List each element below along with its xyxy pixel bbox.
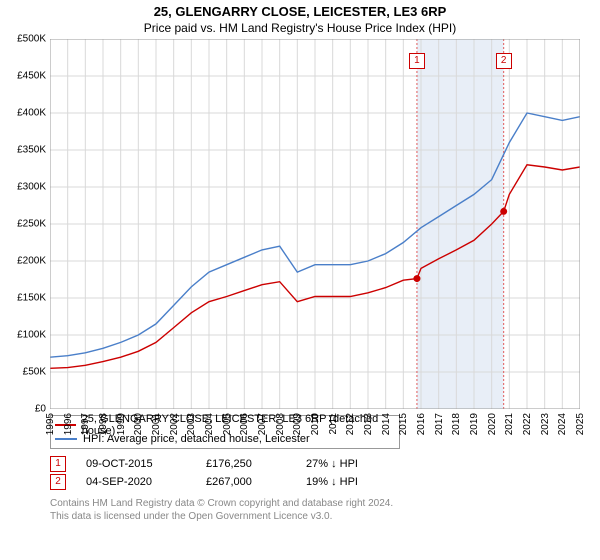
x-axis-tick: 2012	[345, 413, 356, 435]
sale-price: £267,000	[206, 476, 306, 488]
sale-marker: 1	[409, 53, 425, 69]
x-axis-tick: 2022	[522, 413, 533, 435]
x-axis-tick: 2004	[204, 413, 215, 435]
x-axis-tick: 2005	[222, 413, 233, 435]
x-axis-tick: 1998	[98, 413, 109, 435]
x-axis-tick: 2024	[557, 413, 568, 435]
y-axis-tick: £350K	[17, 145, 46, 156]
y-axis-tick: £400K	[17, 108, 46, 119]
x-axis-tick: 1996	[63, 413, 74, 435]
x-axis-tick: 2002	[169, 413, 180, 435]
sale-rows: 1 09-OCT-2015£176,25027% ↓ HPI 2 04-SEP-202…	[50, 455, 600, 491]
chart-svg	[50, 39, 580, 409]
x-axis-tick: 2009	[292, 413, 303, 435]
sale-date: 04-SEP-2020	[86, 476, 206, 488]
sale-price: £176,250	[206, 458, 306, 470]
sale-diff: 27% ↓ HPI	[306, 458, 406, 470]
x-axis-tick: 2019	[469, 413, 480, 435]
y-axis-tick: £300K	[17, 182, 46, 193]
x-axis-tick: 2017	[434, 413, 445, 435]
y-axis-tick: £250K	[17, 219, 46, 230]
y-axis-tick: £500K	[17, 34, 46, 45]
y-axis-tick: £50K	[23, 367, 46, 378]
x-axis-tick: 2014	[381, 413, 392, 435]
sale-index-box: 1	[50, 456, 66, 472]
x-axis-tick: 2025	[575, 413, 586, 435]
x-axis-tick: 2016	[416, 413, 427, 435]
sale-row: 2 04-SEP-2020£267,00019% ↓ HPI	[50, 473, 600, 491]
x-axis-tick: 2018	[451, 413, 462, 435]
x-axis-tick: 2021	[504, 413, 515, 435]
x-axis-tick: 2020	[487, 413, 498, 435]
x-axis-tick: 2003	[186, 413, 197, 435]
x-axis-tick: 2011	[328, 413, 339, 435]
footer-line-1: Contains HM Land Registry data © Crown c…	[50, 497, 600, 510]
chart-title: 25, GLENGARRY CLOSE, LEICESTER, LE3 6RP	[0, 0, 600, 19]
sale-index-box: 2	[50, 474, 66, 490]
x-axis-tick: 2007	[257, 413, 268, 435]
footer-line-2: This data is licensed under the Open Gov…	[50, 510, 600, 523]
y-axis-tick: £100K	[17, 330, 46, 341]
x-axis-tick: 1995	[45, 413, 56, 435]
x-axis-tick: 2000	[133, 413, 144, 435]
legend-swatch	[55, 438, 77, 440]
x-axis-tick: 1997	[80, 413, 91, 435]
y-axis-tick: £200K	[17, 256, 46, 267]
x-axis-tick: 2023	[540, 413, 551, 435]
sale-marker: 2	[496, 53, 512, 69]
x-axis-tick: 2008	[275, 413, 286, 435]
sale-diff: 19% ↓ HPI	[306, 476, 406, 488]
sale-row: 1 09-OCT-2015£176,25027% ↓ HPI	[50, 455, 600, 473]
x-axis-tick: 2013	[363, 413, 374, 435]
x-axis-tick: 2015	[398, 413, 409, 435]
x-axis-tick: 1999	[116, 413, 127, 435]
chart-subtitle: Price paid vs. HM Land Registry's House …	[0, 19, 600, 39]
x-axis-tick: 2001	[151, 413, 162, 435]
x-axis-tick: 2010	[310, 413, 321, 435]
y-axis-tick: £450K	[17, 71, 46, 82]
x-axis-tick: 2006	[239, 413, 250, 435]
sale-date: 09-OCT-2015	[86, 458, 206, 470]
footer: Contains HM Land Registry data © Crown c…	[50, 497, 600, 523]
chart-area: £0£50K£100K£150K£200K£250K£300K£350K£400…	[50, 39, 580, 409]
y-axis-tick: £150K	[17, 293, 46, 304]
